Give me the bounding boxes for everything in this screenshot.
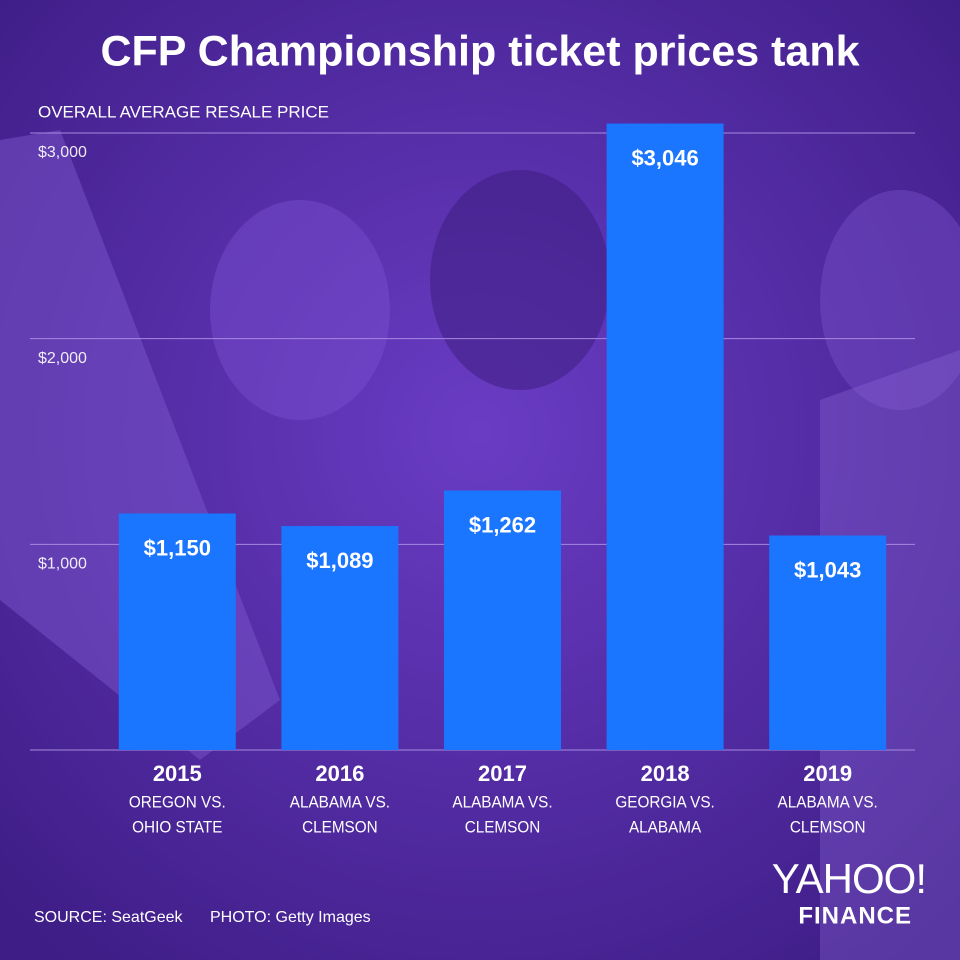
value-label: $1,043 [794,557,861,582]
matchup-label: ALABAMA VS. [778,793,878,812]
value-label: $1,089 [306,548,373,573]
matchup-label: OHIO STATE [132,818,223,837]
matchup-label: OREGON VS. [129,793,226,812]
chart-title: CFP Championship ticket prices tank [100,27,859,75]
matchup-label: GEORGIA VS. [615,793,714,812]
value-label: $1,150 [144,535,211,560]
photo-figure [210,200,390,420]
x-tick-label: 2016 [315,761,364,786]
y-tick-label: $2,000 [38,350,87,367]
bar [118,513,236,750]
photo-figure [820,190,960,410]
source: SOURCE: SeatGeek [34,909,184,926]
bar [444,490,561,750]
matchup-label: CLEMSON [790,818,866,837]
matchup-label: CLEMSON [465,818,541,837]
x-tick-label: 2015 [153,761,202,786]
matchup-label: CLEMSON [302,818,378,837]
logo: FINANCE [798,902,912,929]
value-label: $1,262 [469,512,536,537]
x-tick-label: 2019 [803,761,852,786]
matchup-label: ALABAMA [629,818,701,837]
bar [769,535,887,750]
subtitle: OVERALL AVERAGE RESALE PRICE [38,102,329,121]
photo-figure [430,170,610,390]
photo-figure [820,350,960,960]
bar [606,123,724,751]
x-tick-label: 2017 [478,761,527,786]
y-tick-label: $3,000 [38,144,87,161]
matchup-label: ALABAMA VS. [452,793,552,812]
logo: YAHOO! [772,855,926,902]
value-label: $3,046 [631,145,698,170]
photo-credit: PHOTO: Getty Images [210,909,371,926]
x-tick-label: 2018 [641,761,690,786]
bar [281,526,399,750]
y-tick-label: $1,000 [38,556,87,573]
matchup-label: ALABAMA VS. [290,793,390,812]
